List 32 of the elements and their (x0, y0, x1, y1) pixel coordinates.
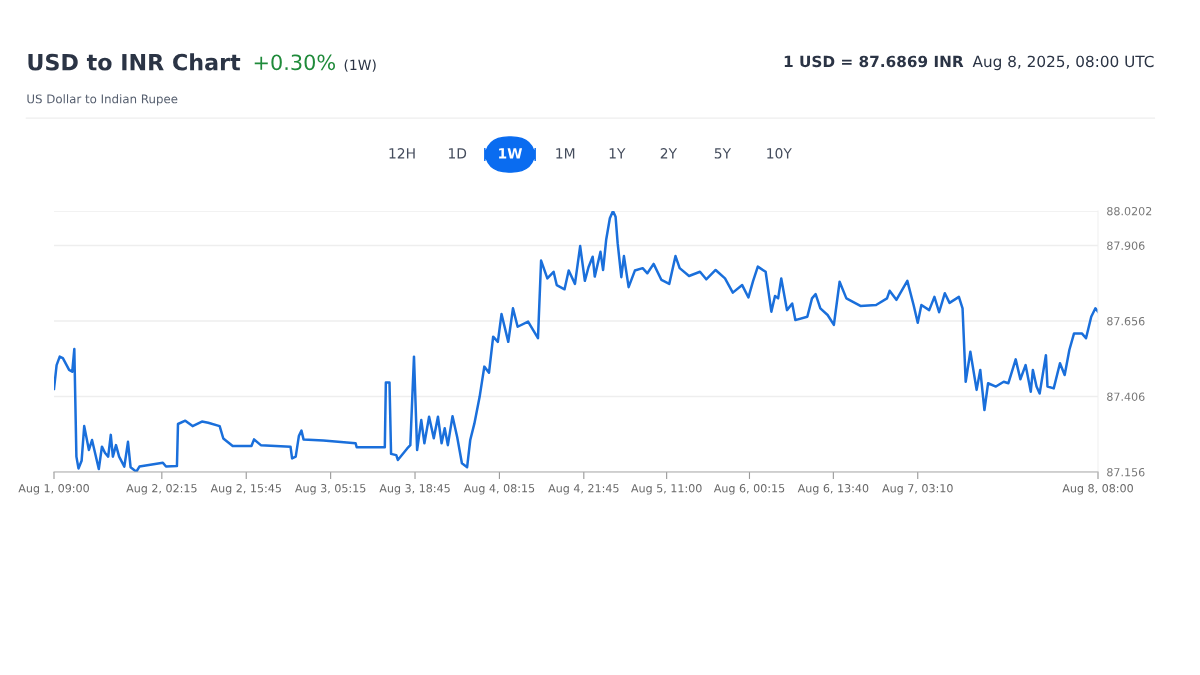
y-tick-label: 87.406 (1107, 392, 1145, 401)
chart-title: USD to INR Chart (28, 53, 241, 71)
x-tick-label: Aug 4, 08:15 (463, 484, 535, 495)
text: +0.30% (254, 54, 336, 71)
y-tick-label: 88.0202 (1107, 206, 1152, 216)
text: 1M (556, 148, 575, 159)
x-tick-label: Aug 6, 13:40 (797, 484, 869, 495)
y-tick-label: 87.656 (1107, 316, 1145, 326)
text: 1 USD = 87.6869 INR (784, 55, 964, 68)
x-tick-label: Aug 8, 08:00 (1062, 484, 1133, 495)
x-tick-label: Aug 4, 21:45 (548, 484, 619, 495)
x-tick-label: Aug 3, 05:15 (295, 484, 366, 495)
text: Aug 8, 2025, 08:00 UTC (972, 55, 1154, 71)
x-tick-label: Aug 2, 02:15 (126, 484, 197, 495)
text: 5Y (714, 148, 732, 159)
line-series (54, 211, 1098, 473)
x-tick-label: Aug 5, 11:00 (631, 484, 702, 495)
y-tick-label: 87.906 (1107, 241, 1145, 250)
chart-subtitle: US Dollar to Indian Rupee (27, 94, 178, 106)
x-tick-label: Aug 3, 18:45 (379, 484, 450, 495)
text: 10Y (767, 148, 792, 159)
x-tick-label: Aug 7, 03:10 (882, 484, 953, 495)
text: 12H (389, 148, 415, 159)
text: 1D (448, 148, 467, 159)
x-tick-label: Aug 1, 09:00 (18, 484, 89, 495)
y-tick-label: 87.156 (1107, 468, 1145, 477)
x-tick-label: Aug 2, 15:45 (210, 484, 281, 495)
text: 1W (499, 148, 523, 159)
x-tick-label: Aug 6, 00:15 (713, 484, 785, 495)
text: (1W) (344, 59, 376, 72)
text: 1Y (609, 148, 626, 159)
text: 2Y (660, 148, 678, 159)
